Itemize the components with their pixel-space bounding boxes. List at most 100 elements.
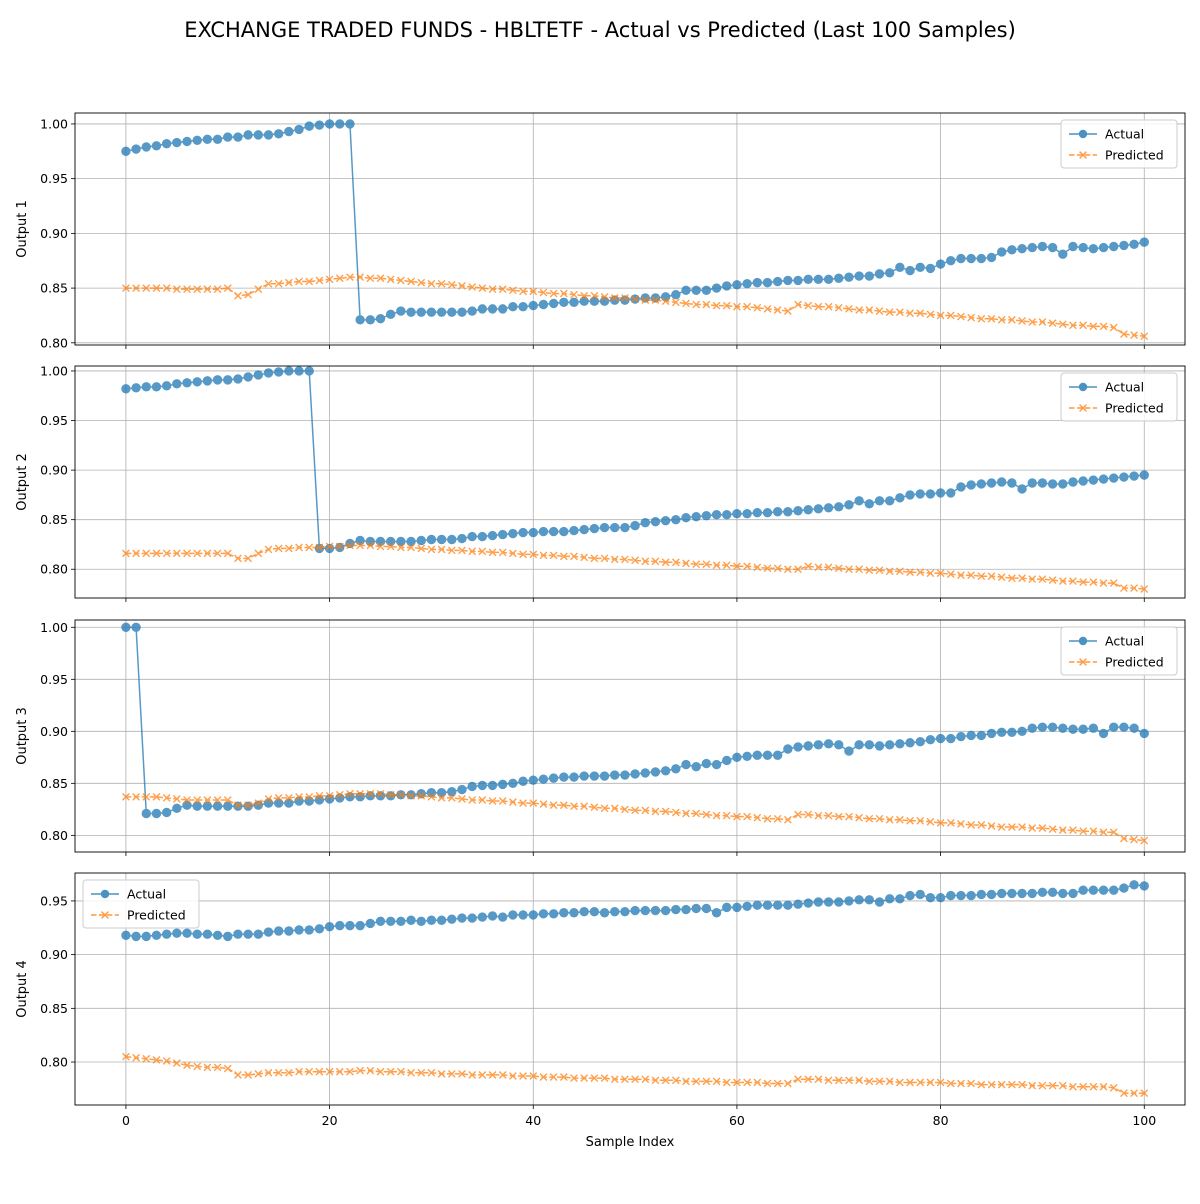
data-point-actual bbox=[324, 922, 335, 932]
data-point-actual bbox=[498, 304, 508, 314]
data-point-predicted bbox=[152, 549, 161, 558]
data-point-actual bbox=[1007, 727, 1017, 738]
data-point-predicted bbox=[183, 285, 191, 294]
data-point-actual bbox=[548, 773, 559, 783]
data-point-actual bbox=[233, 801, 243, 811]
data-point-actual bbox=[1109, 885, 1119, 895]
y-tick-label: 1.00 bbox=[40, 620, 68, 635]
data-point-predicted bbox=[580, 1074, 589, 1083]
data-point-predicted bbox=[315, 276, 324, 285]
y-axis-label: Output 2 bbox=[15, 453, 30, 511]
axes-frame bbox=[74, 872, 1186, 1106]
legend-marker bbox=[1079, 658, 1087, 666]
data-point-actual bbox=[345, 792, 355, 802]
data-point-actual bbox=[803, 741, 813, 751]
axes-frame bbox=[74, 112, 1186, 346]
legend-marker bbox=[100, 889, 110, 899]
data-point-actual bbox=[783, 507, 793, 517]
data-point-actual bbox=[762, 750, 773, 760]
data-point-predicted bbox=[386, 542, 395, 551]
data-point-actual bbox=[426, 915, 437, 925]
data-point-actual bbox=[253, 800, 264, 810]
legend: Actual Predicted bbox=[82, 879, 200, 929]
data-point-actual bbox=[1129, 880, 1139, 890]
data-point-actual bbox=[304, 366, 314, 376]
data-point-actual bbox=[711, 759, 722, 770]
data-point-predicted bbox=[396, 276, 405, 285]
data-point-predicted bbox=[875, 1077, 884, 1086]
data-point-predicted bbox=[539, 1073, 548, 1081]
data-point-predicted bbox=[733, 812, 741, 821]
data-point-actual bbox=[508, 301, 518, 312]
data-point-predicted bbox=[651, 1076, 660, 1085]
data-point-actual bbox=[243, 130, 253, 140]
data-point-actual bbox=[131, 383, 141, 393]
data-point-predicted bbox=[957, 571, 965, 580]
data-point-actual bbox=[487, 911, 498, 921]
data-point-predicted bbox=[885, 567, 894, 576]
data-point-actual bbox=[854, 271, 864, 281]
data-point-actual bbox=[508, 910, 518, 920]
data-point-predicted bbox=[407, 543, 415, 552]
data-point-predicted bbox=[1109, 828, 1118, 837]
data-point-predicted bbox=[600, 292, 609, 301]
data-point-actual bbox=[742, 509, 752, 519]
data-point-predicted bbox=[997, 315, 1006, 324]
data-point-actual bbox=[935, 893, 946, 903]
y-tick-label: 0.95 bbox=[40, 672, 68, 687]
data-point-predicted bbox=[967, 571, 976, 580]
data-point-actual bbox=[905, 738, 915, 748]
data-point-predicted bbox=[682, 299, 690, 308]
data-point-predicted bbox=[417, 791, 426, 800]
data-point-predicted bbox=[692, 300, 701, 309]
data-point-predicted bbox=[1048, 576, 1057, 585]
data-point-actual bbox=[518, 776, 528, 786]
x-axis-label: Sample Index bbox=[586, 1135, 675, 1150]
data-point-predicted bbox=[783, 815, 792, 824]
data-point-predicted bbox=[1130, 584, 1138, 592]
data-point-predicted bbox=[549, 551, 558, 560]
data-point-predicted bbox=[916, 816, 925, 825]
data-point-predicted bbox=[1058, 826, 1067, 835]
data-point-actual bbox=[223, 132, 233, 142]
data-point-predicted bbox=[855, 306, 864, 314]
data-point-actual bbox=[864, 895, 875, 905]
legend-entry-predicted bbox=[1069, 151, 1097, 159]
data-point-predicted bbox=[325, 791, 334, 800]
data-point-actual bbox=[905, 490, 915, 500]
data-point-actual bbox=[640, 768, 650, 778]
data-point-predicted bbox=[386, 1067, 395, 1076]
data-point-actual bbox=[548, 298, 559, 309]
data-point-predicted bbox=[203, 549, 212, 558]
data-point-predicted bbox=[1099, 322, 1108, 331]
data-point-actual bbox=[946, 256, 956, 266]
data-point-actual bbox=[223, 931, 233, 942]
data-point-actual bbox=[223, 375, 233, 385]
data-point-actual bbox=[498, 912, 508, 922]
data-point-predicted bbox=[1048, 825, 1057, 834]
data-point-predicted bbox=[885, 308, 894, 317]
data-point-predicted bbox=[529, 287, 538, 296]
data-point-predicted bbox=[885, 1077, 894, 1086]
data-point-actual bbox=[976, 889, 987, 900]
data-point-predicted bbox=[264, 1068, 273, 1077]
x-tick-label: 0 bbox=[122, 1113, 130, 1128]
data-point-actual bbox=[935, 259, 946, 269]
data-point-predicted bbox=[712, 301, 721, 310]
data-point-actual bbox=[1109, 473, 1119, 483]
data-point-actual bbox=[151, 382, 162, 392]
data-point-actual bbox=[426, 534, 437, 545]
data-point-predicted bbox=[356, 789, 365, 798]
data-point-predicted bbox=[162, 549, 171, 558]
data-point-predicted bbox=[172, 795, 181, 803]
data-point-actual bbox=[660, 515, 671, 526]
data-point-actual bbox=[416, 535, 426, 546]
subplot-1: 0.80 0.85 0.90 0.95 1.00 Output 1 Actual Predic… bbox=[15, 112, 1186, 350]
data-point-actual bbox=[732, 509, 742, 519]
data-point-actual bbox=[834, 273, 844, 283]
data-point-actual bbox=[233, 929, 243, 939]
data-point-predicted bbox=[671, 808, 680, 817]
data-point-actual bbox=[233, 374, 243, 384]
data-point-predicted bbox=[213, 285, 222, 294]
